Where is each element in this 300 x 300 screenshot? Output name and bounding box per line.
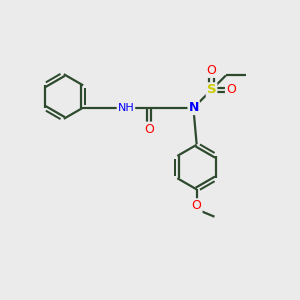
Text: O: O bbox=[226, 83, 236, 96]
Text: O: O bbox=[144, 122, 154, 136]
Text: N: N bbox=[188, 101, 199, 114]
Text: NH: NH bbox=[118, 103, 134, 112]
Text: O: O bbox=[207, 64, 217, 77]
Text: O: O bbox=[192, 199, 202, 212]
Text: S: S bbox=[207, 83, 216, 96]
